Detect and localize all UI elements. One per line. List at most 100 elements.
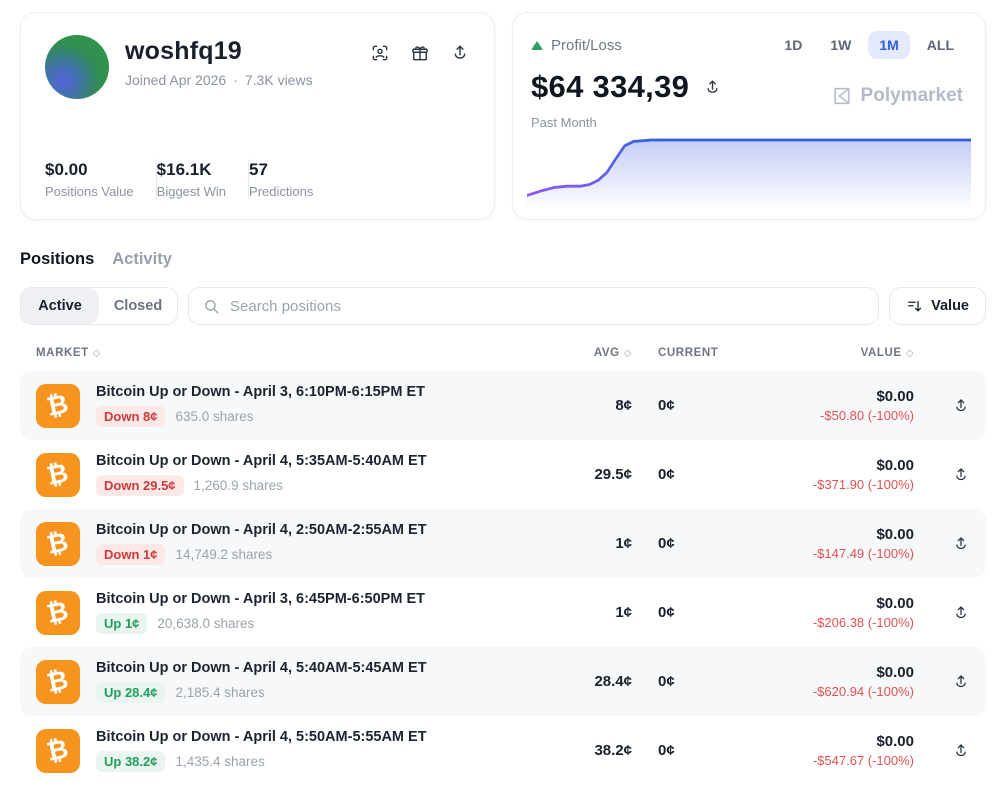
polymarket-watermark: Polymarket (831, 85, 963, 107)
user-scan-icon (372, 45, 388, 61)
share-pnl-button[interactable] (703, 78, 722, 97)
position-row[interactable]: ₿ Bitcoin Up or Down - April 4, 5:50AM-5… (20, 716, 986, 785)
position-row[interactable]: ₿ Bitcoin Up or Down - April 3, 6:10PM-6… (20, 371, 986, 440)
share-icon (956, 605, 966, 618)
trend-up-icon (531, 40, 543, 50)
header-current: CURRENT (658, 347, 719, 359)
profile-stats: $0.00 Positions Value $16.1K Biggest Win… (45, 159, 314, 199)
position-side-badge: Up 28.4¢ (96, 682, 166, 703)
header-market[interactable]: MARKET ◇ (36, 347, 102, 359)
market-title[interactable]: Bitcoin Up or Down - April 3, 6:10PM-6:1… (96, 384, 425, 400)
current-price: 0¢ (658, 673, 675, 690)
bitcoin-icon: ₿ (36, 659, 80, 704)
position-pnl: -$620.94 (-100%) (812, 684, 914, 699)
position-row[interactable]: ₿ Bitcoin Up or Down - April 4, 5:40AM-5… (20, 647, 986, 716)
header-avg[interactable]: AVG ◇ (593, 347, 632, 359)
share-icon (956, 743, 966, 756)
export-position-button[interactable] (952, 535, 970, 553)
polymarket-logo-icon (833, 87, 850, 105)
joined-date: Joined Apr 2026 (125, 72, 227, 88)
sort-icon: ◇ (92, 348, 102, 359)
shares-count: 20,638.0 shares (157, 616, 255, 631)
position-side-badge: Up 1¢ (96, 613, 148, 634)
bitcoin-icon: ₿ (36, 590, 80, 635)
gift-icon (412, 46, 428, 61)
search-positions-input[interactable] (230, 297, 865, 315)
position-side-badge: Up 38.2¢ (96, 751, 166, 772)
avatar (45, 35, 109, 99)
search-icon (205, 299, 219, 314)
share-icon (454, 45, 466, 59)
market-title[interactable]: Bitcoin Up or Down - April 4, 2:50AM-2:5… (96, 522, 427, 538)
share-icon (956, 398, 966, 411)
search-positions-box[interactable] (188, 287, 880, 325)
timeframe-1m[interactable]: 1M (868, 31, 910, 59)
current-price: 0¢ (658, 466, 675, 483)
share-icon (956, 674, 966, 687)
market-title[interactable]: Bitcoin Up or Down - April 3, 6:45PM-6:5… (96, 591, 425, 607)
filter-closed-button[interactable]: Closed (99, 288, 177, 324)
position-row[interactable]: ₿ Bitcoin Up or Down - April 4, 2:50AM-2… (20, 509, 986, 578)
filter-active-button[interactable]: Active (21, 288, 99, 324)
bitcoin-icon: ₿ (36, 728, 80, 773)
profile-meta: Joined Apr 2026 · 7.3K views (125, 72, 313, 88)
avg-price: 8¢ (615, 397, 632, 414)
share-icon (956, 536, 966, 549)
avg-price: 1¢ (615, 535, 632, 552)
pnl-period: Past Month (531, 115, 597, 130)
position-value: $0.00 (876, 733, 914, 750)
sort-icon: ◇ (623, 348, 632, 359)
timeframe-1d[interactable]: 1D (773, 31, 813, 59)
position-row[interactable]: ₿ Bitcoin Up or Down - April 3, 6:45PM-6… (20, 578, 986, 647)
gift-button[interactable] (410, 43, 430, 63)
avg-price: 38.2¢ (594, 742, 632, 759)
bitcoin-icon: ₿ (36, 521, 80, 566)
avg-price: 28.4¢ (594, 673, 632, 690)
export-position-button[interactable] (952, 397, 970, 415)
position-value: $0.00 (876, 526, 914, 543)
dot-separator: · (233, 72, 238, 88)
tab-positions[interactable]: Positions (20, 250, 95, 268)
scan-profile-button[interactable] (370, 43, 390, 63)
avg-price: 29.5¢ (594, 466, 632, 483)
export-position-button[interactable] (952, 673, 970, 691)
position-value: $0.00 (876, 595, 914, 612)
bitcoin-icon: ₿ (36, 452, 80, 497)
timeframe-selector: 1D 1W 1M ALL (773, 31, 965, 59)
share-profile-button[interactable] (450, 43, 470, 63)
position-pnl: -$547.67 (-100%) (812, 753, 914, 768)
header-value[interactable]: VALUE ◇ (860, 347, 914, 359)
export-position-button[interactable] (952, 742, 970, 760)
position-pnl: -$206.38 (-100%) (812, 615, 914, 630)
market-title[interactable]: Bitcoin Up or Down - April 4, 5:50AM-5:5… (96, 729, 427, 745)
position-side-badge: Down 1¢ (96, 544, 166, 565)
views-count: 7.3K views (244, 72, 313, 88)
shares-count: 14,749.2 shares (175, 547, 273, 562)
username: woshfq19 (125, 37, 242, 65)
stat-predictions: 57 (249, 159, 268, 179)
stat-biggest-win: $16.1K (156, 159, 212, 179)
bitcoin-icon: ₿ (36, 383, 80, 428)
sort-icon: ◇ (905, 348, 914, 359)
current-price: 0¢ (658, 397, 675, 414)
profile-card: woshfq19 Joined Apr 2026 · 7.3K views (20, 12, 495, 220)
current-price: 0¢ (658, 742, 675, 759)
sort-by-value-button[interactable]: Value (889, 287, 986, 325)
shares-count: 635.0 shares (175, 409, 254, 424)
export-position-button[interactable] (952, 604, 970, 622)
position-value: $0.00 (876, 388, 914, 405)
tab-activity[interactable]: Activity (112, 250, 172, 268)
current-price: 0¢ (658, 535, 675, 552)
table-header: MARKET ◇ AVG ◇ CURRENT VALUE ◇ (20, 347, 986, 371)
divider (155, 159, 157, 199)
export-position-button[interactable] (952, 466, 970, 484)
market-title[interactable]: Bitcoin Up or Down - April 4, 5:40AM-5:4… (96, 660, 427, 676)
timeframe-1w[interactable]: 1W (819, 31, 862, 59)
timeframe-all[interactable]: ALL (916, 31, 965, 59)
pnl-amount: $64 334,39 (531, 69, 690, 104)
pnl-card: Profit/Loss 1D 1W 1M ALL $64 334,39 Past Mo… (512, 12, 986, 220)
position-row[interactable]: ₿ Bitcoin Up or Down - April 4, 5:35AM-5… (20, 440, 986, 509)
market-title[interactable]: Bitcoin Up or Down - April 4, 5:35AM-5:4… (96, 453, 427, 469)
current-price: 0¢ (658, 604, 675, 621)
position-pnl: -$371.90 (-100%) (812, 477, 914, 492)
